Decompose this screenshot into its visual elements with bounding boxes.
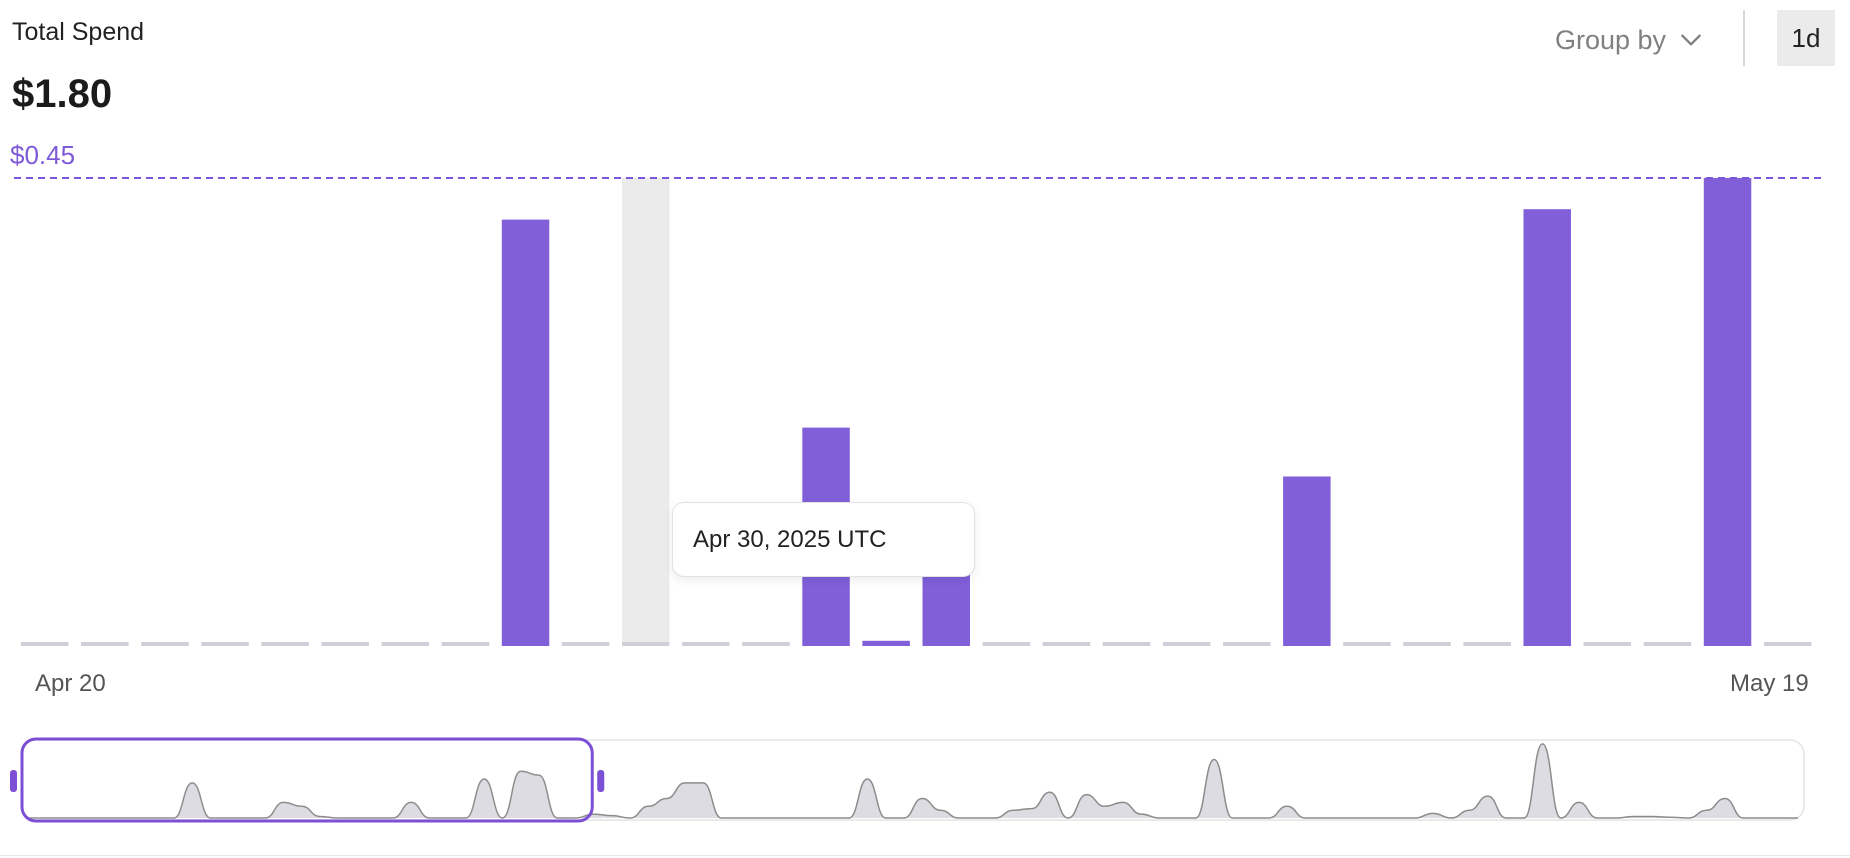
brush-handle-right[interactable]	[597, 770, 605, 792]
group-by-label: Group by	[1555, 24, 1667, 55]
x-tick-label-start: Apr 20	[35, 670, 106, 697]
bar-day-16[interactable]	[922, 568, 970, 646]
minimap-line	[28, 743, 1798, 819]
chart-title: Total Spend	[12, 18, 145, 46]
bar-day-23[interactable]	[1343, 642, 1391, 646]
bar-day-27[interactable]	[1583, 642, 1632, 646]
bar-day-11[interactable]	[622, 642, 670, 646]
bar-day-6[interactable]	[321, 642, 369, 646]
bar-day-5[interactable]	[261, 642, 309, 646]
reference-value-label: $0.45	[10, 140, 76, 170]
bar-day-28[interactable]	[1643, 642, 1692, 646]
total-spend-value: $1.80	[12, 72, 113, 116]
bars-layer	[21, 178, 1812, 646]
bar-day-2[interactable]	[81, 642, 129, 646]
group-by-dropdown[interactable]: Group by	[1555, 20, 1704, 60]
bar-day-26[interactable]	[1523, 209, 1571, 646]
bar-day-22[interactable]	[1283, 476, 1331, 646]
header-divider	[1743, 10, 1745, 66]
bottom-border	[0, 855, 1850, 856]
bar-day-8[interactable]	[441, 642, 490, 646]
hover-highlight	[622, 178, 670, 646]
bar-day-18[interactable]	[1042, 642, 1091, 646]
bar-day-3[interactable]	[141, 642, 189, 646]
bar-day-25[interactable]	[1463, 642, 1511, 646]
bar-day-1[interactable]	[21, 642, 69, 646]
bar-day-9[interactable]	[501, 219, 550, 646]
brush-handle-left[interactable]	[10, 770, 17, 792]
bar-day-19[interactable]	[1102, 642, 1151, 646]
minimap-brush[interactable]	[20, 737, 594, 823]
bar-day-7[interactable]	[381, 642, 430, 646]
hover-tooltip: Apr 30, 2025 UTC	[672, 502, 975, 577]
bar-day-30[interactable]	[1763, 642, 1812, 646]
interval-1d-button[interactable]: 1d	[1777, 10, 1835, 66]
chevron-down-icon	[1681, 34, 1701, 46]
bar-day-29[interactable]	[1703, 178, 1752, 646]
bar-day-24[interactable]	[1403, 642, 1451, 646]
minimap[interactable]	[10, 737, 1805, 823]
x-tick-label-end: May 19	[1730, 670, 1809, 697]
bar-day-4[interactable]	[201, 642, 249, 646]
bar-day-10[interactable]	[561, 642, 610, 646]
bar-day-21[interactable]	[1223, 642, 1271, 646]
bar-day-17[interactable]	[982, 642, 1031, 646]
tooltip-date: Apr 30, 2025 UTC	[693, 525, 887, 553]
bar-day-12[interactable]	[682, 642, 730, 646]
bar-day-15[interactable]	[862, 640, 910, 646]
bar-day-20[interactable]	[1162, 642, 1211, 646]
bar-day-13[interactable]	[742, 642, 790, 646]
